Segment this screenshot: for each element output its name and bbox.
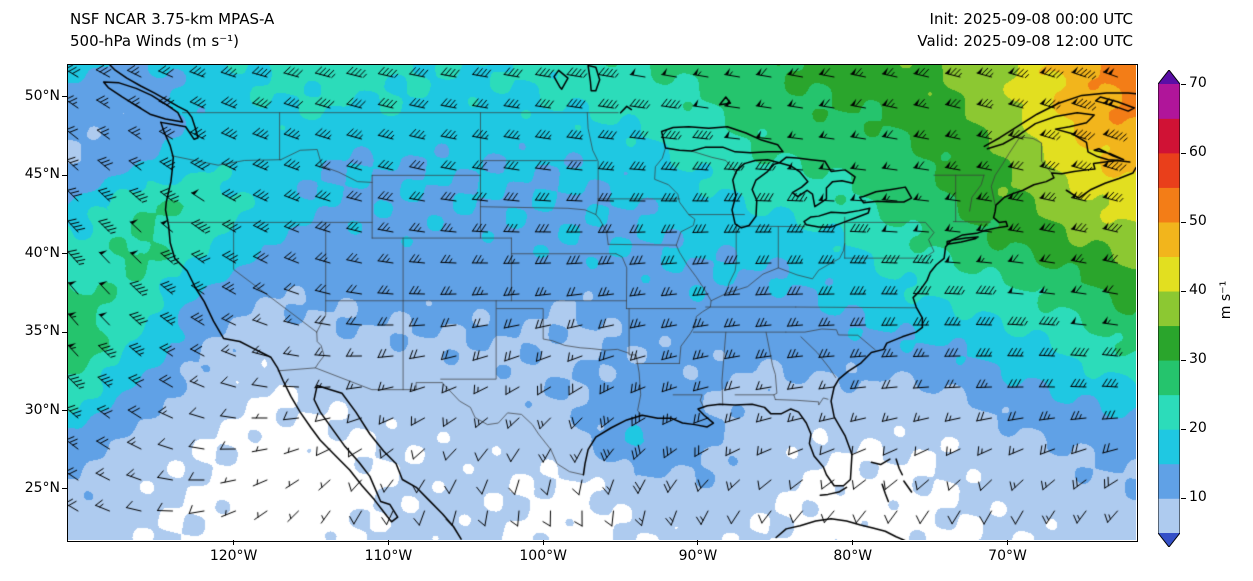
- colorbar-tick-label: 40: [1189, 282, 1207, 299]
- page-title: NSF NCAR 3.75-km MPAS-A: [70, 10, 275, 28]
- run-info-block: Init: 2025-09-08 00:00 UTC Valid: 2025-0…: [917, 8, 1133, 52]
- x-tick-label: 70°W: [988, 548, 1027, 564]
- x-tick-label: 110°W: [364, 548, 413, 564]
- y-tick-mark: [62, 488, 68, 490]
- y-tick-mark: [62, 96, 68, 98]
- colorbar-tick-label: 30: [1189, 351, 1207, 368]
- colorbar-tick-label: 70: [1189, 75, 1207, 91]
- map-canvas: [68, 65, 1136, 540]
- x-tick-label: 100°W: [519, 548, 567, 564]
- colorbar-unit-label: m s⁻¹: [1218, 280, 1234, 320]
- x-tick-label: 90°W: [678, 548, 718, 564]
- x-tick-mark: [1007, 540, 1009, 545]
- colorbar-tick-label: 60: [1189, 144, 1207, 161]
- colorbar-tick-mark: [1181, 290, 1186, 292]
- x-tick-mark: [852, 540, 854, 545]
- colorbar-tick-label: 20: [1189, 420, 1207, 437]
- colorbar-tick-label: 50: [1189, 213, 1207, 230]
- colorbar-tick-mark: [1181, 428, 1186, 430]
- colorbar: [1157, 69, 1181, 548]
- colorbar-tick-mark: [1181, 152, 1186, 154]
- colorbar-gradient: [1157, 69, 1181, 548]
- y-tick-mark: [62, 253, 68, 255]
- colorbar-tick-mark: [1181, 359, 1186, 361]
- init-time-label: Init: 2025-09-08 00:00 UTC: [929, 10, 1133, 28]
- page-subtitle: 500-hPa Winds (m s⁻¹): [70, 32, 239, 50]
- y-tick-label: 35°N: [24, 323, 60, 340]
- y-tick-label: 40°N: [24, 244, 60, 261]
- y-tick-mark: [62, 410, 68, 411]
- x-tick-mark: [233, 540, 235, 545]
- x-tick-label: 120°W: [209, 548, 258, 564]
- colorbar-tick-mark: [1181, 221, 1186, 223]
- colorbar-tick-mark: [1181, 497, 1186, 499]
- x-tick-mark: [697, 540, 699, 545]
- x-tick-label: 80°W: [833, 548, 873, 564]
- x-tick-mark: [542, 540, 544, 545]
- y-tick-label: 25°N: [24, 479, 60, 496]
- colorbar-tick-label: 10: [1189, 489, 1207, 506]
- valid-time-label: Valid: 2025-09-08 12:00 UTC: [917, 32, 1133, 50]
- y-tick-label: 30°N: [24, 401, 60, 418]
- y-tick-mark: [62, 174, 68, 176]
- x-tick-mark: [387, 540, 389, 545]
- y-tick-label: 50°N: [24, 87, 60, 104]
- colorbar-tick-mark: [1181, 83, 1186, 85]
- y-tick-label: 45°N: [24, 166, 60, 183]
- y-tick-mark: [62, 331, 68, 333]
